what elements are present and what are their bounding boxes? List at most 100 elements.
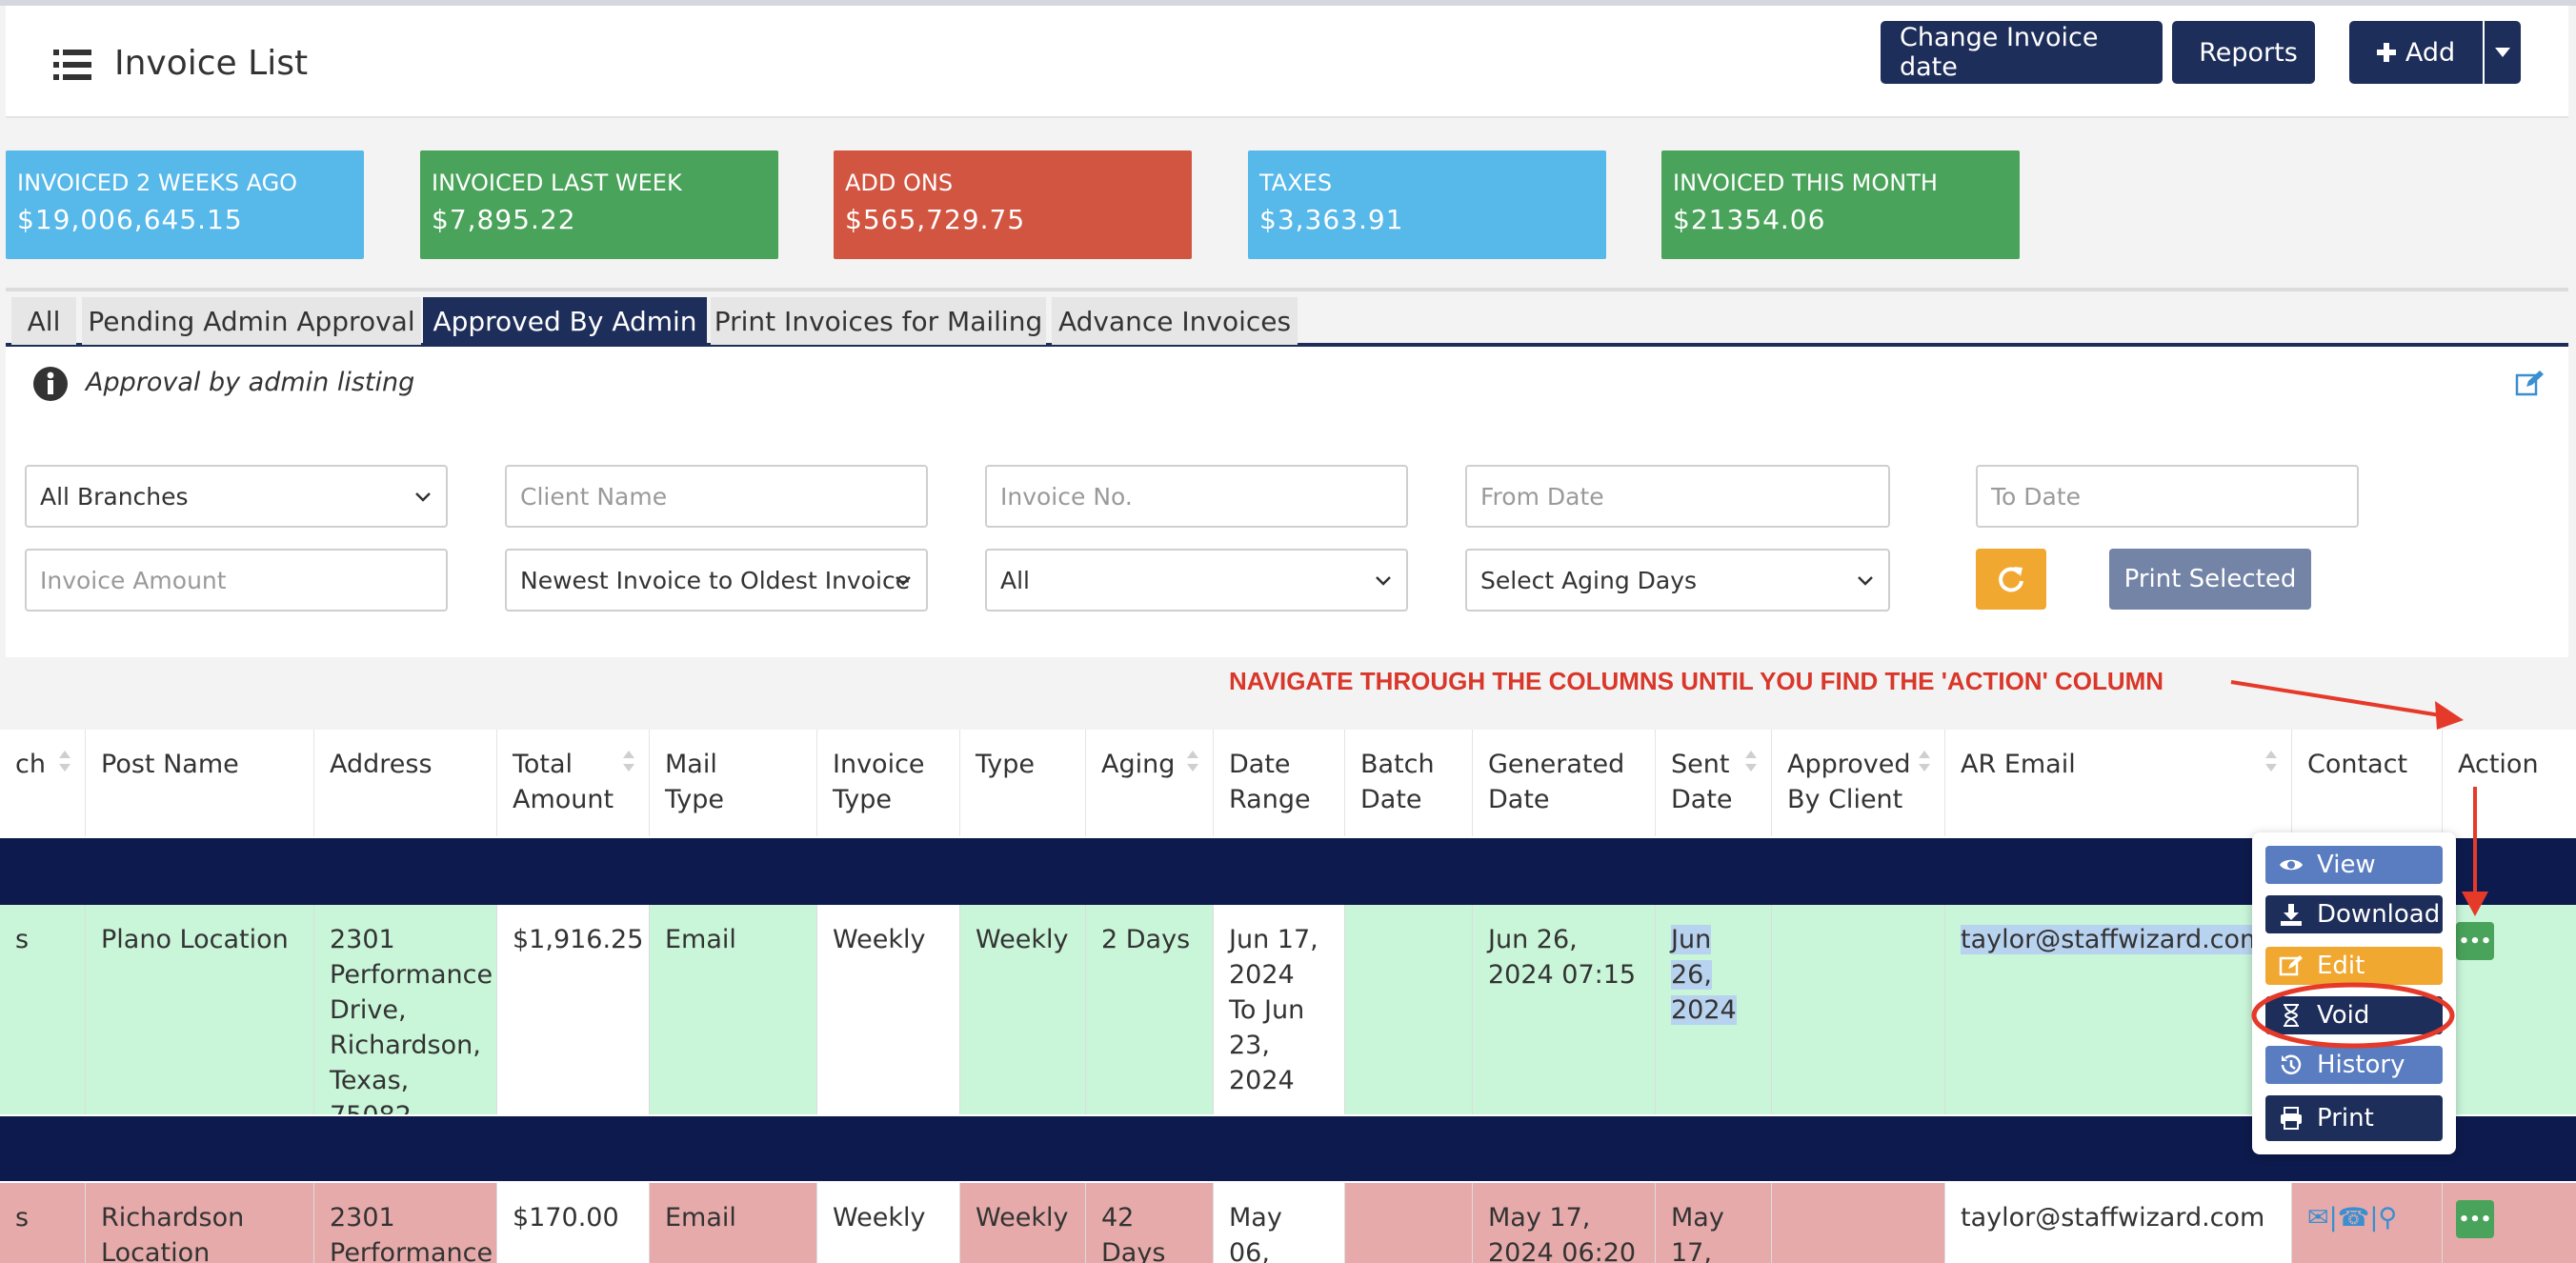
stat-card-add-ons: ADD ONS $565,729.75 <box>834 150 1192 259</box>
menu-item-edit[interactable]: Edit <box>2265 947 2443 985</box>
tab-pending-admin-approval[interactable]: Pending Admin Approval <box>82 297 421 345</box>
sort-icon <box>59 751 70 772</box>
column-header-contact[interactable]: Contact <box>2292 730 2443 836</box>
group-separator-row <box>0 838 2576 905</box>
header-label: AR Email <box>1961 750 2076 779</box>
header-label: Type <box>976 750 1036 779</box>
from-date-input[interactable] <box>1465 465 1890 528</box>
stat-card-invoiced-2-weeks-ago: INVOICED 2 WEEKS AGO $19,006,645.15 <box>6 150 364 259</box>
column-header-date-range[interactable]: Date Range <box>1214 730 1345 836</box>
caret-down-icon <box>2495 48 2510 57</box>
action-dropdown-menu: View Download Edit Void History Print <box>2252 832 2456 1154</box>
page-title: Invoice List <box>114 44 309 83</box>
stat-card-taxes: TAXES $3,363.91 <box>1248 150 1606 259</box>
column-header-total-amount[interactable]: Total Amount <box>497 730 650 836</box>
eye-icon <box>2280 859 2303 871</box>
sort-order-select[interactable]: Newest Invoice to Oldest Invoice <box>505 549 928 611</box>
table-cell-contact[interactable]: ✉|☎|⚲ <box>2292 1183 2443 1263</box>
table-cell-sent-date: Jun 26, 2024 <box>1656 905 1772 1114</box>
add-dropdown-toggle[interactable] <box>2485 21 2521 84</box>
edit-icon[interactable] <box>2515 370 2544 398</box>
table-cell-date-range: May 06, 2024 To <box>1214 1183 1345 1263</box>
menu-item-label: Download <box>2317 900 2441 929</box>
column-header-aging[interactable]: Aging <box>1086 730 1214 836</box>
sort-icon <box>1919 751 1930 772</box>
sort-icon <box>2265 751 2277 772</box>
stat-value: $7,895.22 <box>432 204 576 235</box>
change-invoice-date-button[interactable]: Change Invoice date <box>1881 21 2163 84</box>
table-cell-address: 2301 Performance Drive, Richardson, Texa… <box>314 905 497 1114</box>
tab-advance-invoices[interactable]: Advance Invoices <box>1052 297 1298 345</box>
column-header-approved-by-client[interactable]: Approved By Client <box>1772 730 1945 836</box>
aging-days-select[interactable]: Select Aging Days <box>1465 549 1890 611</box>
column-header-address[interactable]: Address <box>314 730 497 836</box>
branch-select[interactable]: All Branches <box>25 465 448 528</box>
table-cell-post-name: Plano Location <box>86 905 314 1114</box>
header-label: Invoice Type <box>833 750 925 814</box>
table-cell-address: 2301 Performance <box>314 1183 497 1263</box>
tab-print-invoices-for-mailing[interactable]: Print Invoices for Mailing <box>711 297 1046 345</box>
top-border <box>0 0 2576 6</box>
stat-label: INVOICED THIS MONTH <box>1673 170 1938 196</box>
stat-label: ADD ONS <box>845 170 954 196</box>
header-label: ch <box>15 750 46 779</box>
chevron-down-icon <box>1376 576 1391 586</box>
table-cell-branch: s <box>0 1183 86 1263</box>
menu-item-label: Edit <box>2317 952 2365 980</box>
menu-item-void[interactable]: Void <box>2265 996 2443 1034</box>
stat-value: $3,363.91 <box>1259 204 1404 235</box>
stat-label: INVOICED LAST WEEK <box>432 170 682 196</box>
stat-label: TAXES <box>1259 170 1333 196</box>
invoice-no-input[interactable] <box>985 465 1408 528</box>
menu-item-view[interactable]: View <box>2265 846 2443 884</box>
sort-order-value: Newest Invoice to Oldest Invoice <box>520 566 911 594</box>
column-header-ar-email[interactable]: AR Email <box>1945 730 2292 836</box>
reports-button[interactable]: Reports <box>2172 21 2315 84</box>
table-cell-branch: s <box>0 905 86 1114</box>
tab-approved-by-admin[interactable]: Approved By Admin <box>423 297 707 345</box>
column-header-batch-date[interactable]: Batch Date <box>1345 730 1473 836</box>
table-cell-sent-date: May 17, <box>1656 1183 1772 1263</box>
table-cell-batch-date <box>1345 905 1473 1114</box>
table-cell-mail-type: Email <box>650 905 817 1114</box>
header-label: Contact <box>2307 750 2408 779</box>
action-menu-button[interactable]: ••• <box>2456 1200 2494 1238</box>
column-header-type[interactable]: Type <box>960 730 1086 836</box>
menu-item-download[interactable]: Download <box>2265 895 2443 933</box>
tab-all[interactable]: All <box>11 297 76 345</box>
add-button[interactable]: Add <box>2349 21 2483 84</box>
invoice-amount-input[interactable] <box>25 549 448 611</box>
refresh-icon <box>1999 567 2023 592</box>
column-header-invoice-type[interactable]: Invoice Type <box>817 730 960 836</box>
stat-value: $19,006,645.15 <box>17 204 243 235</box>
sort-icon <box>1745 751 1757 772</box>
table-cell-date-range: Jun 17, 2024 To Jun 23, 2024 <box>1214 905 1345 1114</box>
refresh-button[interactable] <box>1976 549 2046 610</box>
column-header-sent-date[interactable]: Sent Date <box>1656 730 1772 836</box>
status-select[interactable]: All <box>985 549 1408 611</box>
to-date-input[interactable] <box>1976 465 2359 528</box>
table-cell-aging: 42 Days <box>1086 1183 1214 1263</box>
table-cell-total-amount: $1,916.25 <box>497 905 650 1114</box>
column-header-post-name[interactable]: Post Name <box>86 730 314 836</box>
filters-panel <box>6 425 2568 657</box>
column-header-action[interactable]: Action <box>2443 730 2576 836</box>
add-label: Add <box>2405 37 2456 68</box>
column-header-branch[interactable]: ch <box>0 730 86 836</box>
table-cell-ar-email: taylor@staffwizard.com <box>1945 905 2292 1114</box>
stat-card-invoiced-this-month: INVOICED THIS MONTH $21354.06 <box>1661 150 2020 259</box>
action-menu-button[interactable]: ••• <box>2456 922 2494 960</box>
chevron-down-icon <box>415 492 431 502</box>
header-label: Batch Date <box>1360 750 1435 814</box>
table-cell-type: Weekly <box>960 905 1086 1114</box>
column-header-generated-date[interactable]: Generated Date <box>1473 730 1656 836</box>
column-header-mail-type[interactable]: Mail Type <box>650 730 817 836</box>
table-cell-mail-type: Email <box>650 1183 817 1263</box>
menu-item-history[interactable]: History <box>2265 1046 2443 1084</box>
tab-bar: All Pending Admin Approval Approved By A… <box>6 288 2568 347</box>
print-selected-button[interactable]: Print Selected <box>2109 549 2311 610</box>
header-label: Action <box>2458 750 2539 779</box>
table-cell-invoice-type: Weekly <box>817 905 960 1114</box>
menu-item-print[interactable]: Print <box>2265 1095 2443 1141</box>
client-name-input[interactable] <box>505 465 928 528</box>
